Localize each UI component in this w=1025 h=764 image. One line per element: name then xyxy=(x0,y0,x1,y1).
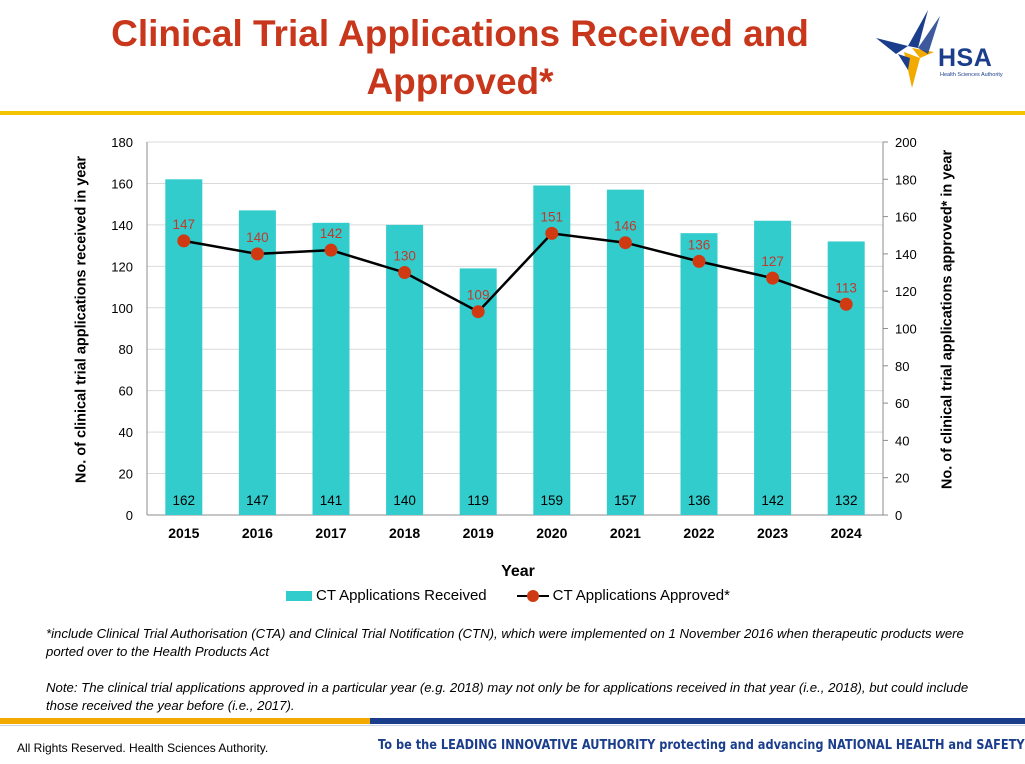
footer-band-orange xyxy=(0,718,370,724)
x-tick-label: 2021 xyxy=(610,525,641,541)
y-tick-label-right: 180 xyxy=(895,172,917,187)
x-tick-label: 2022 xyxy=(683,525,714,541)
bar-received xyxy=(754,220,792,515)
bar-data-label: 162 xyxy=(173,493,196,508)
y-tick-label-left: 120 xyxy=(111,259,133,274)
copyright-text: All Rights Reserved. Health Sciences Aut… xyxy=(17,741,269,755)
footer-band xyxy=(0,718,1025,726)
line-point-approved xyxy=(766,271,780,285)
bar-received xyxy=(827,241,865,515)
x-tick-label: 2023 xyxy=(757,525,788,541)
line-data-label: 140 xyxy=(246,230,269,245)
y-tick-label-left: 160 xyxy=(111,176,133,191)
y-tick-label-right: 20 xyxy=(895,471,909,486)
bar-data-label: 142 xyxy=(761,493,784,508)
line-point-approved xyxy=(839,297,853,311)
legend-item-approved: CT Applications Approved* xyxy=(516,587,730,604)
legend-label-received: CT Applications Received xyxy=(316,587,487,604)
x-tick-label: 2024 xyxy=(831,525,862,541)
line-data-label: 146 xyxy=(614,219,637,234)
y-tick-label-right: 80 xyxy=(895,359,909,374)
y-tick-label-right: 160 xyxy=(895,210,917,225)
y-tick-label-left: 60 xyxy=(119,384,133,399)
line-data-label: 136 xyxy=(688,237,711,252)
bar-data-label: 159 xyxy=(541,493,564,508)
bar-data-label: 147 xyxy=(246,493,269,508)
bar-received xyxy=(533,185,571,515)
x-tick-label: 2017 xyxy=(315,525,346,541)
y-tick-label-left: 100 xyxy=(111,301,133,316)
footer-band-blue xyxy=(370,718,1025,724)
y-axis-right-title: No. of clinical trial applications appro… xyxy=(939,149,956,490)
tagline-text: To be the LEADING INNOVATIVE AUTHORITY p… xyxy=(378,738,1025,753)
logo-text: HSA xyxy=(938,44,993,72)
line-point-approved xyxy=(398,266,412,280)
line-data-label: 109 xyxy=(467,288,490,303)
y-tick-label-right: 200 xyxy=(895,135,917,150)
x-tick-label: 2020 xyxy=(536,525,567,541)
line-data-label: 142 xyxy=(320,226,343,241)
line-data-label: 151 xyxy=(541,209,564,224)
y-tick-label-left: 180 xyxy=(111,135,133,150)
y-tick-label-right: 140 xyxy=(895,247,917,262)
line-approved xyxy=(183,232,847,314)
line-point-approved xyxy=(177,234,191,248)
line-point-approved xyxy=(250,247,264,261)
legend-item-received: CT Applications Received xyxy=(286,587,487,604)
bar-data-label: 140 xyxy=(393,493,416,508)
footnote-note: Note: The clinical trial applications ap… xyxy=(46,680,969,713)
bar-data-label: 157 xyxy=(614,493,637,508)
y-axis-left-title: No. of clinical trial applications recei… xyxy=(73,155,90,484)
legend: CT Applications Received CT Applications… xyxy=(286,587,730,604)
x-tick-label: 2016 xyxy=(242,525,273,541)
x-tick-label: 2019 xyxy=(463,525,494,541)
bar-data-label: 132 xyxy=(835,493,858,508)
line-point-approved xyxy=(692,254,706,268)
y-tick-label-right: 120 xyxy=(895,284,917,299)
line-data-label: 127 xyxy=(761,254,784,269)
line-data-label: 113 xyxy=(835,280,857,295)
bar-received xyxy=(680,233,718,515)
footnote-definition: *include Clinical Trial Authorisation (C… xyxy=(46,626,964,659)
bar-received xyxy=(238,210,276,515)
hsa-logo-icon xyxy=(876,10,940,88)
y-tick-label-left: 0 xyxy=(126,508,133,523)
line-data-label: 130 xyxy=(393,249,416,264)
legend-line-swatch xyxy=(516,589,549,602)
bar-data-label: 119 xyxy=(467,493,489,508)
chart: 0 20 40 60 80 100 120 140 160 180 0 20 40 60 80 100 120 1… xyxy=(111,135,917,541)
line-data-label: 147 xyxy=(173,217,196,232)
legend-label-approved: CT Applications Approved* xyxy=(552,587,730,604)
y-tick-label-left: 20 xyxy=(119,467,133,482)
logo-subtext: Health Sciences Authority xyxy=(940,72,1003,78)
line-point-approved xyxy=(324,243,338,257)
bar-received xyxy=(312,222,350,516)
footer-band-rule xyxy=(0,725,1025,726)
legend-bar-swatch xyxy=(286,590,312,601)
y-tick-label-left: 140 xyxy=(111,218,133,233)
line-point-approved xyxy=(618,236,632,250)
title-divider xyxy=(0,111,1025,115)
y-tick-label-right: 40 xyxy=(895,433,909,448)
y-tick-label-right: 60 xyxy=(895,396,909,411)
line-point-approved xyxy=(471,305,485,319)
y-tick-label-left: 40 xyxy=(119,425,133,440)
bar-data-label: 141 xyxy=(320,493,343,508)
x-axis-title: Year xyxy=(501,563,535,580)
line-point-approved xyxy=(545,226,559,240)
y-tick-label-left: 80 xyxy=(119,342,133,357)
bar-data-label: 136 xyxy=(688,493,711,508)
page-title: Clinical Trial Applications Received and… xyxy=(111,13,809,102)
y-tick-label-right: 100 xyxy=(895,322,917,337)
x-tick-label: 2015 xyxy=(168,525,199,541)
x-tick-label: 2018 xyxy=(389,525,420,541)
y-tick-label-right: 0 xyxy=(895,508,902,523)
